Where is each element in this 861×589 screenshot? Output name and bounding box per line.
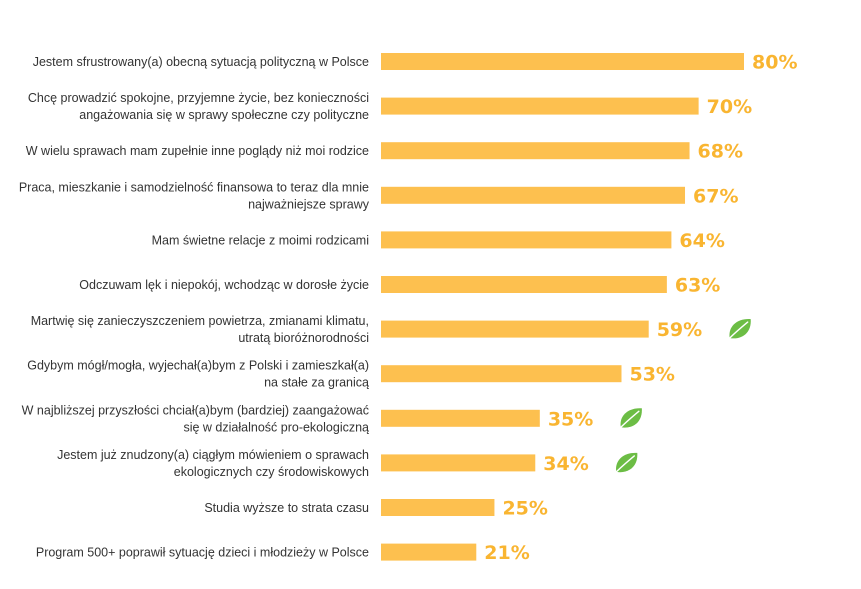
category-label: Martwię się zanieczyszczeniem powietrza,… [31,314,369,328]
bar [381,409,540,427]
bar [381,499,495,516]
category-label: Jestem już znudzony(a) ciągłym mówieniem… [57,448,369,462]
value-label: 25% [502,498,547,520]
category-label: angażowania się w sprawy społeczne czy p… [79,108,369,122]
category-label: ekologicznych czy środowiskowych [174,465,369,479]
category-label: Program 500+ poprawił sytuację dzieci i … [36,546,369,560]
bar [381,320,649,338]
bar [381,142,690,160]
bar [381,186,686,204]
category-label: W wielu sprawach mam zupełnie inne poglą… [26,144,369,158]
category-label: W najbliższej przyszłości chciał(a)bym (… [22,403,369,417]
bar [381,365,622,383]
value-label: 59% [657,319,702,341]
value-label: 70% [707,96,752,118]
value-label: 34% [543,453,588,475]
bar [381,454,536,472]
value-label: 68% [698,141,743,163]
value-label: 53% [629,364,674,386]
bar [381,276,667,293]
category-label: Studia wyższe to strata czasu [204,501,369,515]
category-label: Odczuwam lęk i niepokój, wchodząc w doro… [79,278,369,292]
bar [381,543,477,561]
category-label: Praca, mieszkanie i samodzielność finans… [19,180,369,194]
value-label: 35% [548,408,593,430]
value-label: 63% [675,275,720,297]
category-label: Jestem sfrustrowany(a) obecną sytuacją p… [33,55,369,69]
category-label: Chcę prowadzić spokojne, przyjemne życie… [28,91,369,105]
leaf-icon [615,452,638,473]
value-label: 64% [679,230,724,252]
category-label: się w działalność pro-ekologiczną [183,420,369,434]
category-label: na stałe za granicą [264,376,369,390]
category-label: Gdybym mógł/mogła, wyjechał(a)bym z Pols… [27,359,369,373]
leaf-icon [620,408,642,428]
category-label: najważniejsze sprawy [248,197,370,211]
bar [381,53,744,70]
leaf-icon [729,319,751,339]
value-label: 80% [752,52,797,74]
bar [381,97,699,115]
value-label: 21% [484,542,529,564]
bar [381,231,672,249]
category-label: Mam świetne relacje z moimi rodzicami [152,233,369,247]
category-label: utratą bioróżnorodności [238,331,369,345]
value-label: 67% [693,185,738,207]
